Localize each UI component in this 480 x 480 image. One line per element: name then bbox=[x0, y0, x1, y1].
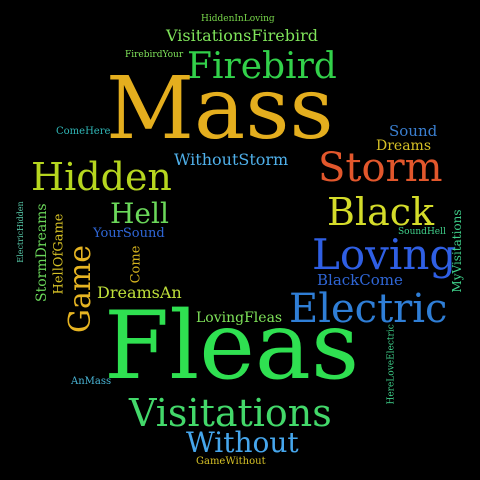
word-hereloveelectric: HereLoveElectric bbox=[386, 324, 397, 405]
word-fleas: Fleas bbox=[104, 292, 360, 401]
word-mass: Mass bbox=[106, 59, 334, 159]
word-visitations: Visitations bbox=[129, 391, 332, 435]
word-hidden: Hidden bbox=[31, 155, 172, 199]
word-come: Come bbox=[128, 245, 144, 284]
word-storm: Storm bbox=[318, 145, 443, 191]
word-stormdreams: StormDreams bbox=[34, 203, 50, 302]
word-firebirdyour: FirebirdYour bbox=[125, 50, 184, 60]
word-hiddeninloving: HiddenInLoving bbox=[201, 14, 275, 24]
word-sound: Sound bbox=[389, 122, 438, 140]
word-myvisitations: MyVisitations bbox=[450, 209, 464, 293]
word-black: Black bbox=[327, 190, 435, 234]
word-comehere: ComeHere bbox=[56, 126, 111, 137]
word-anmass: AnMass bbox=[71, 376, 112, 387]
word-game: Game bbox=[63, 244, 98, 333]
word-dreams: Dreams bbox=[376, 138, 432, 154]
word-yoursound: YourSound bbox=[93, 226, 165, 241]
word-gamewithout: GameWithout bbox=[196, 456, 266, 467]
word-visitationsfirebird: VisitationsFirebird bbox=[166, 26, 318, 45]
word-hell: Hell bbox=[110, 197, 169, 230]
word-withoutstorm: WithoutStorm bbox=[174, 150, 289, 169]
word-loving: Loving bbox=[312, 230, 457, 279]
word-lovingfleas: LovingFleas bbox=[196, 310, 283, 326]
word-soundhell: SoundHell bbox=[398, 227, 446, 237]
word-dreamsan: DreamsAn bbox=[97, 283, 182, 302]
word-electric: Electric bbox=[289, 286, 448, 332]
word-blackcome: BlackCome bbox=[317, 271, 403, 289]
word-firebird: Firebird bbox=[187, 46, 337, 87]
word-without: Without bbox=[186, 426, 299, 459]
word-electrichidden: ElectricHidden bbox=[16, 201, 25, 263]
